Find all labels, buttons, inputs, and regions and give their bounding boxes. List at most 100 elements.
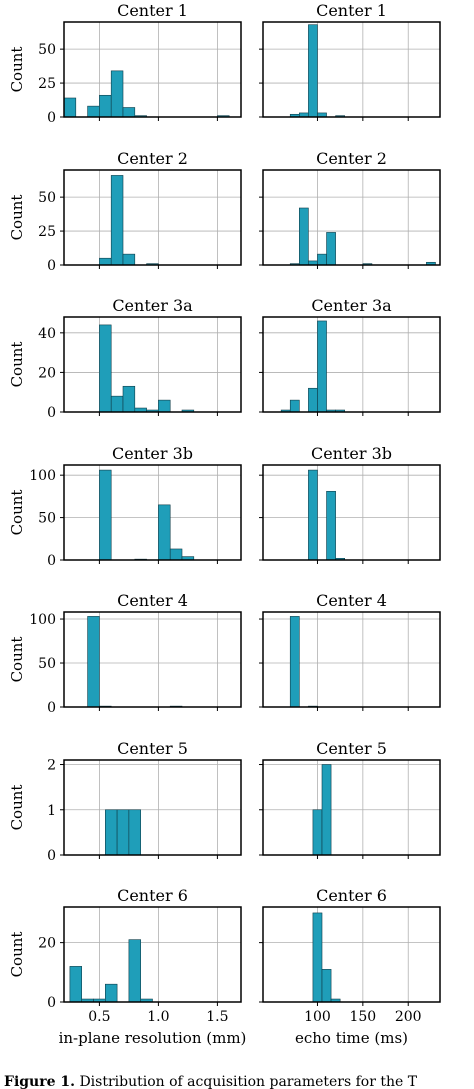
panel-title: Center 4 xyxy=(316,591,387,610)
panel-14: 100 150 200 Center 6 echo time (ms) xyxy=(259,886,441,1047)
panel-title: Center 3a xyxy=(311,296,392,315)
histogram-bar xyxy=(158,399,171,413)
histogram-bar xyxy=(110,70,124,118)
panel-12: Center 5 xyxy=(259,739,441,859)
plot-frame xyxy=(262,21,441,118)
panel-title: Center 1 xyxy=(117,1,188,20)
histogram-bar xyxy=(99,94,112,118)
histogram-bar xyxy=(326,490,336,561)
x-tick-label: 150 xyxy=(349,1009,376,1025)
panel-title: Center 3b xyxy=(311,444,392,463)
histogram-bar xyxy=(116,809,130,856)
histogram-bar xyxy=(87,616,100,708)
y-tick-label: 25 xyxy=(38,224,56,240)
y-tick-label: 40 xyxy=(38,326,56,342)
histogram-bar xyxy=(128,939,141,1003)
y-axis-label: Count xyxy=(8,490,26,536)
histogram-bar xyxy=(99,257,112,266)
plot-frame xyxy=(262,759,441,856)
histogram-bar xyxy=(312,809,323,856)
histogram-bar xyxy=(128,809,141,856)
x-tick-label: 200 xyxy=(395,1009,422,1025)
plot-frame xyxy=(262,611,441,708)
histogram-bar xyxy=(289,399,300,413)
panel-title: Center 5 xyxy=(117,739,188,758)
y-axis-label: Count xyxy=(8,195,26,241)
histogram-bar xyxy=(110,395,124,413)
plot-frame xyxy=(262,169,441,266)
figure-caption: Figure 1. Distribution of acquisition pa… xyxy=(4,1074,474,1089)
panel-title: Center 4 xyxy=(117,591,188,610)
caption-text: Distribution of acquisition parameters f… xyxy=(79,1074,418,1089)
y-tick-label: 2 xyxy=(47,758,56,774)
x-tick-label: 100 xyxy=(304,1009,331,1025)
y-tick-label: 100 xyxy=(29,468,56,484)
histogram-bar xyxy=(321,764,332,856)
y-axis-label: Count xyxy=(8,637,26,683)
panel-7: 0 50 100 Center 3b Count xyxy=(8,444,242,569)
panel-8: Center 3b xyxy=(259,444,441,564)
plot-frame xyxy=(262,316,441,413)
plot-frame xyxy=(63,906,242,1003)
histogram-bar xyxy=(326,232,336,266)
histogram-bar xyxy=(69,966,83,1003)
y-tick-label: 0 xyxy=(47,110,56,126)
y-axis-label: Count xyxy=(8,47,26,93)
y-axis-label: Count xyxy=(8,785,26,831)
y-tick-label: 0 xyxy=(47,553,56,569)
panel-13: 0 20 0.5 1.0 1.5 Center 6 Count in-plane resolu… xyxy=(8,886,246,1047)
panel-title: Center 3b xyxy=(112,444,193,463)
plot-frame xyxy=(63,316,242,413)
panel-9: 0 50 100 Center 4 Count xyxy=(8,591,242,716)
y-tick-label: 0 xyxy=(47,848,56,864)
panel-title: Center 5 xyxy=(316,739,387,758)
y-tick-label: 0 xyxy=(47,405,56,421)
plot-frame xyxy=(63,464,242,561)
panel-title: Center 2 xyxy=(117,149,188,168)
histogram-bar xyxy=(308,387,318,413)
x-axis-label: in-plane resolution (mm) xyxy=(59,1029,247,1047)
histogram-bar xyxy=(169,548,183,561)
y-tick-label: 20 xyxy=(38,365,56,381)
y-tick-label: 50 xyxy=(38,511,56,527)
panel-5: 0 20 40 Center 3a Count xyxy=(8,296,242,421)
histogram-bar xyxy=(317,253,327,266)
histogram-bar xyxy=(110,175,124,266)
panel-3: 0 25 50 Center 2 Count xyxy=(8,149,242,274)
histogram-bar xyxy=(158,504,171,561)
panel-11: 0 1 2 Center 5 Count xyxy=(8,739,242,864)
panel-title: Center 2 xyxy=(316,149,387,168)
y-axis-label: Count xyxy=(8,932,26,978)
histogram-bar xyxy=(308,24,318,118)
histogram-bar xyxy=(87,105,100,118)
panel-1: 0 25 50 Center 1 Count xyxy=(8,1,242,126)
y-tick-label: 25 xyxy=(38,76,56,92)
x-tick-label: 0.5 xyxy=(88,1009,110,1025)
y-tick-label: 50 xyxy=(38,42,56,58)
y-tick-label: 1 xyxy=(47,803,56,819)
histogram-bar xyxy=(289,616,300,708)
histogram-bar xyxy=(99,469,112,561)
plot-frame xyxy=(63,759,242,856)
histogram-bar xyxy=(122,253,136,266)
x-axis-label: echo time (ms) xyxy=(295,1029,408,1047)
panel-2: Center 1 xyxy=(259,1,441,121)
panel-4: Center 2 xyxy=(259,149,441,269)
panel-title: Center 1 xyxy=(316,1,387,20)
y-tick-label: 0 xyxy=(47,258,56,274)
panel-title: Center 3a xyxy=(112,296,193,315)
y-tick-label: 0 xyxy=(47,995,56,1011)
histogram-bar xyxy=(317,320,327,413)
histogram-bar xyxy=(99,324,112,413)
plot-frame xyxy=(63,21,242,118)
plot-frame xyxy=(63,611,242,708)
y-tick-label: 20 xyxy=(38,936,56,952)
histogram-bar xyxy=(105,809,118,856)
x-tick-label: 1.5 xyxy=(206,1009,228,1025)
y-axis-label: Count xyxy=(8,342,26,388)
histogram-bar xyxy=(308,469,318,561)
y-tick-label: 50 xyxy=(38,656,56,672)
panel-10: Center 4 xyxy=(259,591,441,711)
histogram-bar xyxy=(122,385,136,413)
